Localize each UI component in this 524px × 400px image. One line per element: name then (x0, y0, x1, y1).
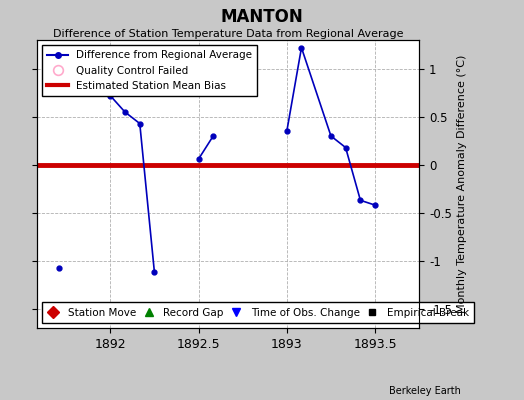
Y-axis label: Monthly Temperature Anomaly Difference (°C): Monthly Temperature Anomaly Difference (… (457, 55, 467, 313)
Legend: Station Move, Record Gap, Time of Obs. Change, Empirical Break: Station Move, Record Gap, Time of Obs. C… (42, 302, 474, 323)
Text: Berkeley Earth: Berkeley Earth (389, 386, 461, 396)
Title: Difference of Station Temperature Data from Regional Average: Difference of Station Temperature Data f… (53, 29, 403, 39)
Text: MANTON: MANTON (221, 8, 303, 26)
